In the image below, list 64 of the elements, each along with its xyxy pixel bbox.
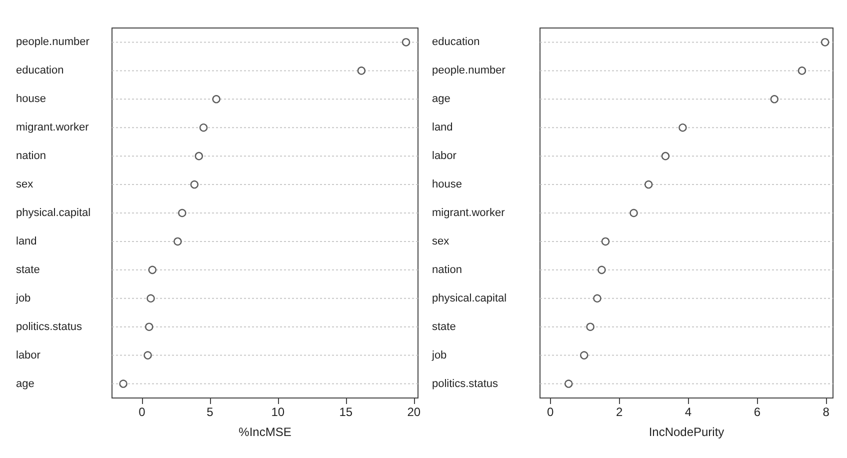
x-tick-label: 4 xyxy=(684,405,692,419)
x-axis-title: IncNodePurity xyxy=(648,425,724,439)
y-tick-label: migrant.worker xyxy=(16,122,90,134)
point xyxy=(630,208,638,218)
x-tick-label: 15 xyxy=(339,405,353,419)
y-tick-label: job xyxy=(15,292,31,304)
y-tick-label: migrant.worker xyxy=(432,207,506,219)
y-tick-label: land xyxy=(16,235,37,248)
y-tick-label: sex xyxy=(16,178,34,191)
point xyxy=(601,237,610,246)
point xyxy=(148,266,156,274)
point xyxy=(190,180,199,189)
x-tick-label: 0 xyxy=(546,405,554,419)
y-tick-label: job xyxy=(431,349,447,362)
x-axis-title: %IncMSE xyxy=(238,425,292,439)
point xyxy=(144,351,152,360)
x-tick-label: 2 xyxy=(616,405,623,419)
y-tick-label: labor xyxy=(432,150,457,162)
y-tick-label: physical.capital xyxy=(432,292,507,304)
point xyxy=(357,66,366,75)
point xyxy=(770,95,778,104)
point xyxy=(580,351,588,360)
point xyxy=(661,152,670,160)
x-tick-label: 0 xyxy=(138,405,146,419)
x-tick-label: 10 xyxy=(271,405,285,419)
y-tick-label: education xyxy=(432,36,480,48)
y-tick-label: state xyxy=(16,264,40,276)
point xyxy=(798,66,806,75)
x-tick-label: 20 xyxy=(407,405,421,419)
point xyxy=(598,266,606,274)
y-tick-label: politics.status xyxy=(432,378,499,390)
y-tick-label: house xyxy=(16,93,46,106)
y-tick-label: house xyxy=(432,178,462,191)
y-tick-label: nation xyxy=(16,150,46,162)
point xyxy=(212,95,220,104)
point xyxy=(402,38,410,46)
point xyxy=(820,38,830,46)
y-tick-label: physical.capital xyxy=(16,207,91,219)
y-tick-label: land xyxy=(432,122,453,134)
y-tick-label: education xyxy=(16,64,64,77)
point xyxy=(119,380,128,388)
x-tick-label: 6 xyxy=(754,405,761,419)
y-tick-label: labor xyxy=(16,349,41,362)
point xyxy=(199,124,208,132)
point xyxy=(644,180,653,189)
point xyxy=(593,294,602,302)
point xyxy=(174,237,182,246)
point xyxy=(678,124,687,132)
x-tick-label: 5 xyxy=(206,405,214,419)
point xyxy=(146,294,155,302)
point xyxy=(564,380,573,388)
y-tick-label: age xyxy=(16,378,34,390)
point xyxy=(586,322,594,331)
point xyxy=(178,208,186,218)
point xyxy=(194,152,204,160)
point xyxy=(145,322,154,331)
y-tick-label: state xyxy=(432,320,456,333)
y-tick-label: sex xyxy=(432,235,450,248)
y-tick-label: people.number xyxy=(16,36,90,48)
y-tick-label: people.number xyxy=(432,64,506,77)
y-tick-label: nation xyxy=(432,264,462,276)
y-tick-label: age xyxy=(432,93,450,106)
x-tick-label: 8 xyxy=(822,405,830,419)
y-tick-label: politics.status xyxy=(16,320,83,333)
